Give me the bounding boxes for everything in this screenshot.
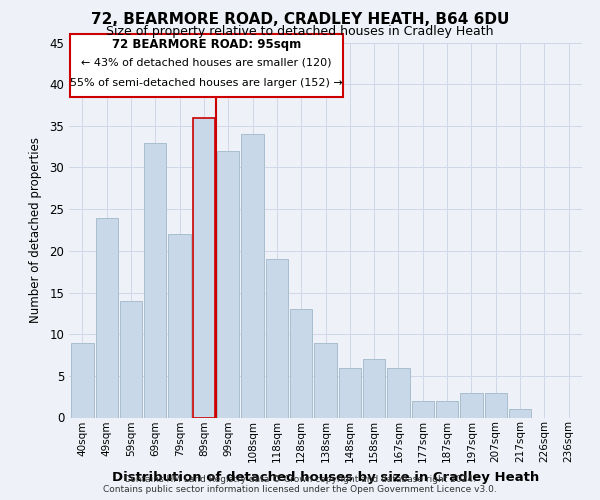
Bar xyxy=(387,368,410,418)
X-axis label: Distribution of detached houses by size in Cradley Heath: Distribution of detached houses by size … xyxy=(112,470,539,484)
Bar xyxy=(509,409,531,418)
Bar xyxy=(95,218,118,418)
Bar xyxy=(71,342,94,417)
Bar xyxy=(266,259,288,418)
Bar xyxy=(120,301,142,418)
Text: 55% of semi-detached houses are larger (152) →: 55% of semi-detached houses are larger (… xyxy=(70,78,343,88)
Bar xyxy=(314,342,337,417)
Bar xyxy=(338,368,361,418)
Bar xyxy=(412,401,434,417)
Text: Contains HM Land Registry data © Crown copyright and database right 2024.: Contains HM Land Registry data © Crown c… xyxy=(124,475,476,484)
FancyBboxPatch shape xyxy=(70,34,343,96)
Bar xyxy=(290,309,313,418)
Bar xyxy=(485,392,507,417)
Text: 72 BEARMORE ROAD: 95sqm: 72 BEARMORE ROAD: 95sqm xyxy=(112,38,301,52)
Bar xyxy=(169,234,191,418)
Bar xyxy=(193,118,215,418)
Text: 72, BEARMORE ROAD, CRADLEY HEATH, B64 6DU: 72, BEARMORE ROAD, CRADLEY HEATH, B64 6D… xyxy=(91,12,509,28)
Text: ← 43% of detached houses are smaller (120): ← 43% of detached houses are smaller (12… xyxy=(81,58,332,68)
Text: Size of property relative to detached houses in Cradley Heath: Size of property relative to detached ho… xyxy=(106,25,494,38)
Bar xyxy=(436,401,458,417)
Bar xyxy=(217,151,239,417)
Text: Contains public sector information licensed under the Open Government Licence v3: Contains public sector information licen… xyxy=(103,484,497,494)
Bar xyxy=(144,142,166,418)
Bar xyxy=(241,134,264,418)
Y-axis label: Number of detached properties: Number of detached properties xyxy=(29,137,43,323)
Bar xyxy=(363,359,385,418)
Bar xyxy=(460,392,482,417)
